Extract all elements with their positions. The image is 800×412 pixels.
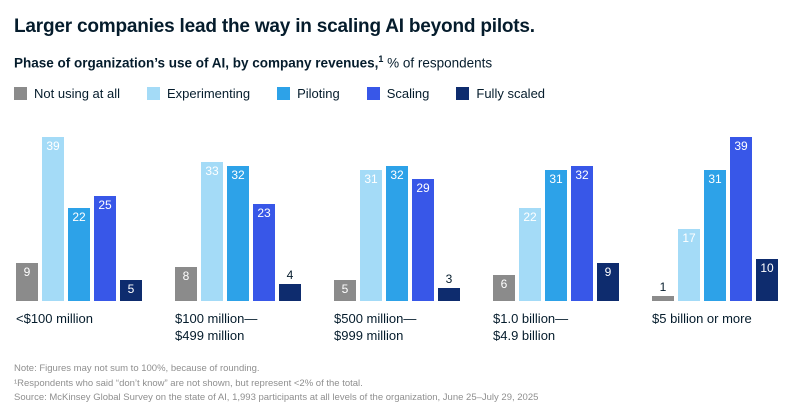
legend-label: Piloting	[297, 85, 340, 101]
bars: 1 17 31 39 10	[652, 115, 778, 301]
bar-scaling: 25	[94, 195, 116, 301]
bar-scaling: 23	[253, 203, 275, 301]
bar-scaling: 39	[730, 136, 752, 301]
bar-value-label: 33	[205, 163, 219, 178]
legend-label: Not using at all	[34, 85, 120, 101]
note-rounding: Note: Figures may not sum to 100%, becau…	[14, 362, 260, 374]
bar-value-label: 22	[72, 210, 86, 225]
legend-item-piloting: Piloting	[277, 86, 340, 101]
bar-fully-scaled: 10	[756, 258, 778, 301]
bar-group-5: 1 17 31 39 10 $5 billion or more	[652, 115, 778, 344]
legend-label: Scaling	[386, 85, 430, 101]
bar-fully-scaled: 9	[597, 262, 619, 301]
bar-value-label: 8	[182, 268, 190, 283]
subtitle-description: Phase of organization’s use of AI, by co…	[14, 55, 379, 71]
footnotes: Note: Figures may not sum to 100%, becau…	[14, 362, 782, 406]
bar-value-label: 17	[682, 231, 696, 246]
bar-not-using-at-all: 5	[334, 279, 356, 301]
bar-not-using-at-all: 8	[175, 266, 197, 301]
bar-fully-scaled: 5	[120, 279, 142, 301]
legend: Not using at all Experimenting Piloting Sca…	[14, 86, 782, 101]
bar-value-label: 39	[46, 138, 60, 153]
note-source: Source: McKinsey Global Survey on the st…	[14, 392, 539, 404]
bar-value-label: 9	[604, 264, 612, 279]
bar-piloting: 22	[68, 208, 90, 301]
bar-experimenting: 39	[42, 136, 64, 301]
bar-group-3: 5 31 32 29 3 $500 million— $999 million	[334, 115, 460, 344]
legend-item-scaling: Scaling	[366, 85, 430, 101]
bar-experimenting: 17	[678, 229, 700, 301]
category-label: $100 million— $499 million	[175, 310, 258, 343]
bar-experimenting: 31	[360, 170, 382, 301]
bar-value-label: 31	[708, 172, 722, 187]
note-dont-know: ¹Respondents who said “don’t know” are n…	[14, 377, 363, 389]
chart: 9 39 22 25 5 <$100 million 8 33 32 23 4 $100 millio…	[14, 115, 782, 344]
bars: 6 22 31 32 9	[493, 115, 619, 301]
chart-subtitle: Phase of organization’s use of AI, by co…	[14, 54, 782, 71]
legend-swatch-fully-scaled	[456, 86, 470, 100]
bar-value-label: 5	[127, 281, 135, 296]
bar-value-label: 31	[364, 172, 378, 187]
bar-experimenting: 22	[519, 208, 541, 301]
bars: 5 31 32 29 3	[334, 115, 460, 301]
bar-value-label: 29	[416, 180, 430, 195]
bar-value-label: 23	[257, 205, 271, 220]
bar-value-label: 39	[734, 138, 748, 153]
bar-scaling: 32	[571, 166, 593, 301]
bar-group-1: 9 39 22 25 5 <$100 million	[16, 115, 142, 344]
subtitle-unit: % of respondents	[383, 55, 493, 71]
legend-swatch-piloting	[277, 86, 291, 100]
bar-value-label: 32	[231, 168, 245, 183]
bar-value-label: 25	[98, 197, 112, 212]
bar-experimenting: 33	[201, 161, 223, 301]
bar-value-label: 5	[341, 281, 349, 296]
legend-item-fully-scaled: Fully scaled	[456, 86, 545, 101]
bar-group-2: 8 33 32 23 4 $100 million— $499 million	[175, 115, 301, 344]
bar-value-label: 4	[286, 267, 294, 282]
legend-label: Experimenting	[167, 85, 251, 101]
bar-not-using-at-all: 1	[652, 281, 674, 301]
bar-value-label: 10	[760, 260, 774, 275]
bar-piloting: 32	[386, 166, 408, 301]
bar-value-label: 1	[659, 280, 667, 295]
legend-swatch-scaling	[366, 86, 380, 100]
legend-swatch-not-using-at-all	[14, 86, 27, 100]
category-label: $500 million— $999 million	[334, 310, 417, 343]
bar-group-4: 6 22 31 32 9 $1.0 billion— $4.9 billion	[493, 115, 619, 344]
bar-piloting: 32	[227, 166, 249, 301]
bar-value-label: 31	[549, 172, 563, 187]
legend-item-not-using-at-all: Not using at all	[14, 86, 120, 101]
bar-piloting: 31	[545, 170, 567, 301]
page-title: Larger companies lead the way in scaling…	[14, 16, 535, 37]
bar-fully-scaled: 4	[279, 269, 301, 301]
bar-fully-scaled: 3	[438, 273, 460, 301]
bar-not-using-at-all: 9	[16, 262, 38, 301]
bars: 8 33 32 23 4	[175, 115, 301, 301]
bars: 9 39 22 25 5	[16, 115, 142, 301]
bar-not-using-at-all: 6	[493, 275, 515, 301]
category-label: $5 billion or more	[652, 310, 752, 326]
footnote-marker: 1	[378, 54, 384, 64]
bar-scaling: 29	[412, 178, 434, 301]
bar-value-label: 6	[500, 277, 508, 292]
category-label: $1.0 billion— $4.9 billion	[493, 310, 569, 343]
category-label: <$100 million	[16, 310, 93, 326]
legend-swatch-experimenting	[147, 86, 160, 100]
bar-value-label: 9	[23, 264, 31, 279]
legend-label: Fully scaled	[476, 85, 546, 101]
bar-value-label: 3	[445, 271, 453, 286]
bar-value-label: 22	[523, 210, 537, 225]
bar-value-label: 32	[575, 168, 589, 183]
bar-value-label: 32	[390, 168, 404, 183]
bar-piloting: 31	[704, 170, 726, 301]
legend-item-experimenting: Experimenting	[147, 86, 250, 101]
